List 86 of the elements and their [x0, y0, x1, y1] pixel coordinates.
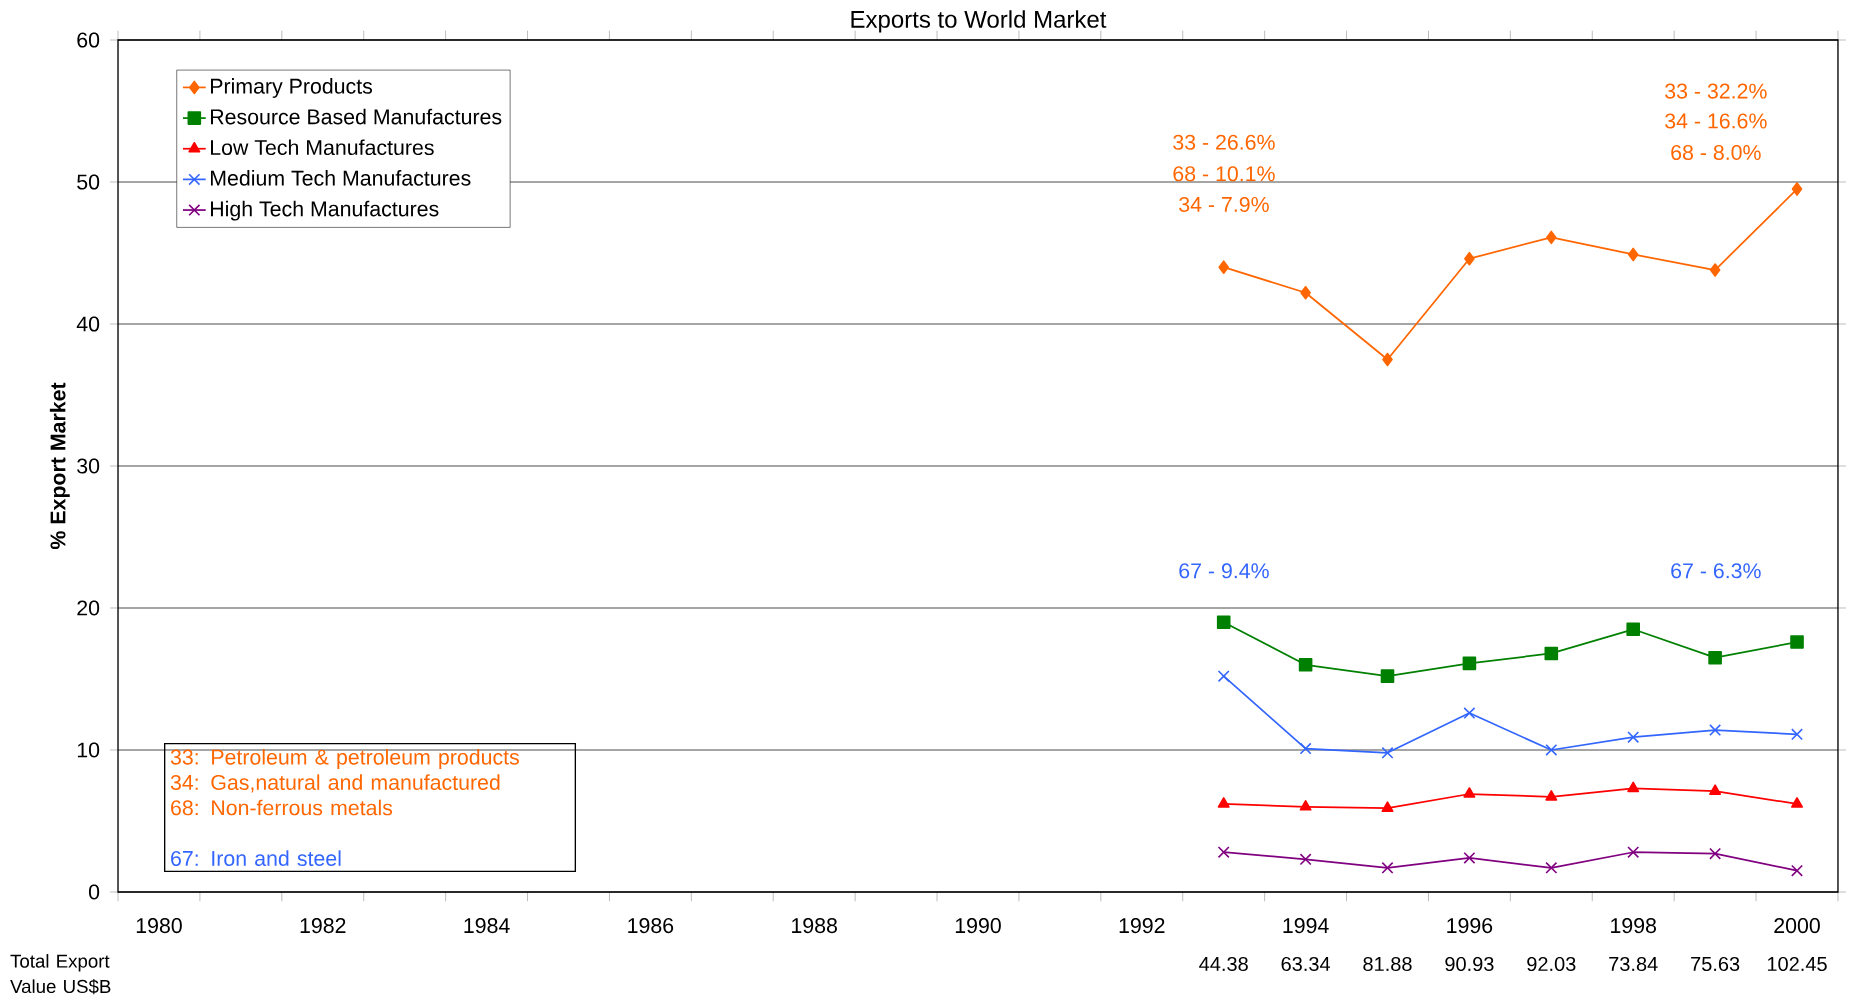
point — [1627, 781, 1640, 793]
text: 92.03 — [1527, 956, 1576, 972]
point — [1627, 731, 1640, 744]
point — [1627, 846, 1640, 859]
point — [1298, 657, 1313, 672]
point — [1381, 801, 1394, 813]
x-tick-label: 2000 — [1774, 918, 1820, 934]
point — [1790, 635, 1804, 649]
point — [1791, 797, 1804, 808]
y-tick-label: 30 — [77, 458, 100, 474]
point — [1708, 650, 1722, 665]
point — [1709, 784, 1722, 795]
point — [1464, 251, 1475, 266]
point — [1462, 656, 1477, 671]
point — [1545, 744, 1558, 756]
x-tick-label: 1990 — [955, 918, 1001, 934]
legend-label: Low Tech Manufactures — [211, 139, 434, 156]
point — [1300, 285, 1311, 300]
text: 75.63 — [1691, 956, 1740, 972]
legend-label: Resource Based Manufactures — [211, 108, 502, 125]
point — [1382, 352, 1393, 367]
point — [1791, 728, 1803, 741]
point — [1709, 724, 1722, 737]
point — [1545, 861, 1558, 874]
annotation: 34 - 7.9% — [1179, 196, 1269, 212]
annotation: 34: Gas,natural and manufactured — [170, 774, 500, 793]
y-tick-label: 50 — [77, 174, 100, 190]
annotation: 68: Non-ferrous metals — [171, 799, 393, 816]
text: 63.34 — [1281, 956, 1331, 972]
point — [1381, 746, 1394, 759]
text: Total Export Value US$B — [10, 954, 111, 995]
x-tick-label: 1992 — [1119, 918, 1165, 934]
x-tick-label: 1984 — [464, 918, 510, 934]
point — [1544, 646, 1559, 661]
point — [1546, 230, 1557, 245]
annotation: 67: Iron and steel — [171, 850, 341, 866]
point — [1463, 707, 1476, 720]
point — [1217, 797, 1230, 808]
x-tick-label: 1998 — [1611, 918, 1656, 934]
annotation: 33: Petroleum & petroleum products — [170, 749, 519, 769]
y-tick-label: 20 — [77, 600, 100, 616]
point — [1626, 622, 1641, 637]
point — [1709, 263, 1721, 277]
point — [1299, 853, 1312, 866]
y-tick-label: 0 — [88, 884, 100, 900]
legend-label: Medium Tech Manufactures — [211, 170, 471, 186]
point — [1217, 670, 1230, 683]
legend-label: Primary Products — [211, 78, 373, 98]
point — [1791, 182, 1803, 196]
y-tick-label: 10 — [77, 742, 100, 758]
point — [1216, 615, 1231, 629]
y-axis-title: % Export Market — [49, 382, 70, 550]
text: 73.84 — [1609, 956, 1658, 972]
chart-title: Exports to World Market — [851, 10, 1107, 33]
point — [1709, 847, 1722, 860]
annotation: 33 - 32.2% — [1665, 83, 1767, 99]
y-tick-label: 40 — [76, 316, 100, 332]
annotation: 34 - 16.6% — [1665, 113, 1767, 129]
point — [1463, 787, 1476, 798]
x-tick-label: 1982 — [300, 918, 346, 934]
point — [1463, 851, 1476, 864]
point — [1380, 669, 1395, 683]
point — [1381, 861, 1394, 874]
legend-label: High Tech Manufactures — [211, 200, 439, 221]
x-tick-label: 1988 — [792, 918, 837, 934]
annotation: 33 - 26.6% — [1173, 134, 1275, 150]
point — [1627, 247, 1639, 262]
annotation: 67 - 9.4% — [1179, 563, 1269, 579]
point — [1791, 864, 1803, 877]
annotation: 68 - 10.1% — [1173, 166, 1275, 182]
point — [1299, 742, 1312, 755]
point — [1299, 799, 1312, 811]
point — [1545, 790, 1558, 801]
x-tick-label: 1996 — [1447, 918, 1493, 934]
text: 81.88 — [1363, 956, 1412, 972]
point — [1217, 846, 1230, 859]
text: 102.45 — [1767, 956, 1827, 972]
x-tick-label: 1994 — [1283, 918, 1329, 934]
y-tick-label: 60 — [77, 32, 100, 48]
text: 44.38 — [1199, 956, 1248, 972]
annotation: 67 - 6.3% — [1671, 563, 1761, 579]
annotation: 68 - 8.0% — [1671, 144, 1761, 161]
x-tick-label: 1986 — [628, 918, 674, 934]
point — [1218, 260, 1229, 274]
text: 90.93 — [1445, 956, 1494, 972]
x-tick-label: 1980 — [136, 918, 182, 934]
